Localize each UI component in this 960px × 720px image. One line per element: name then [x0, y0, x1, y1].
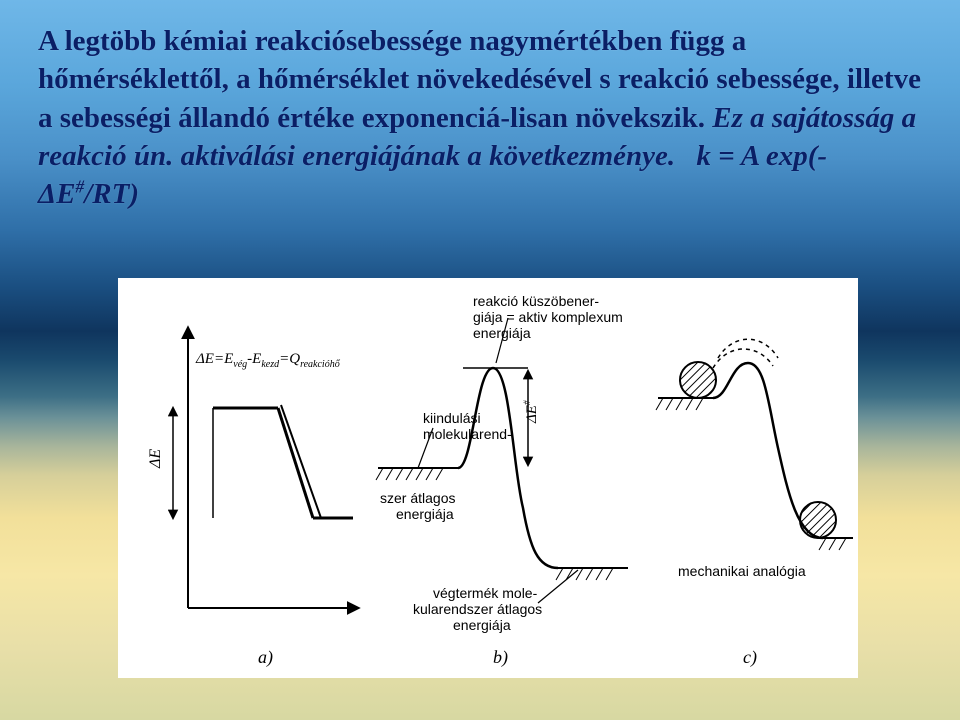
ann-mech: mechanikai analógia: [678, 563, 806, 579]
svg-text:molekularend-: molekularend-: [423, 426, 512, 442]
panel-b: ΔE# reakció küszöbener- giája = aktiv ko…: [376, 293, 628, 668]
energy-diagram-figure: ΔE ΔE=Evég-Ekezd=Qreakcióhő a) ΔE#: [118, 278, 858, 678]
sublabel-b: b): [493, 647, 508, 668]
formula-delta: Δ: [38, 178, 56, 210]
formula-e: E: [56, 178, 75, 210]
formula-rt: /RT): [84, 178, 139, 210]
panel-a: ΔE ΔE=Evég-Ekezd=Qreakcióhő a): [147, 328, 358, 668]
ann-mid: kiindulási molekularend- szer átlagos en…: [380, 410, 512, 522]
svg-text:kiindulási: kiindulási: [423, 410, 481, 426]
ann-bot: végtermék mole- kularendszer átlagos ene…: [413, 585, 542, 633]
eq-label: ΔE=Evég-Ekezd=Qreakcióhő: [195, 351, 341, 370]
formula-k: k = A exp(-: [696, 140, 827, 172]
svg-text:reakció küszöbener-: reakció küszöbener-: [473, 293, 599, 309]
ann-top: reakció küszöbener- giája = aktiv komple…: [473, 293, 623, 341]
sublabel-c: c): [743, 647, 757, 668]
svg-text:energiája: energiája: [453, 617, 511, 633]
svg-text:kularendszer átlagos: kularendszer átlagos: [413, 601, 542, 617]
svg-text:energiája: energiája: [396, 506, 454, 522]
panel-c: mechanikai analógia c): [656, 339, 853, 668]
label-dE: ΔE: [147, 449, 164, 469]
svg-text:energiája: energiája: [473, 325, 531, 341]
sublabel-a: a): [258, 647, 273, 668]
svg-text:végtermék mole-: végtermék mole-: [433, 585, 538, 601]
formula-hash: #: [76, 176, 85, 196]
slide-text: A legtöbb kémiai reakciósebessége nagymé…: [38, 22, 922, 213]
svg-text:ΔE#: ΔE#: [522, 400, 540, 424]
svg-text:ΔE=Evég-Ekezd=Qreakcióhő: ΔE=Evég-Ekezd=Qreakcióhő: [195, 351, 341, 370]
svg-text:szer átlagos: szer átlagos: [380, 490, 455, 506]
svg-text:giája = aktiv komplexum: giája = aktiv komplexum: [473, 309, 623, 325]
